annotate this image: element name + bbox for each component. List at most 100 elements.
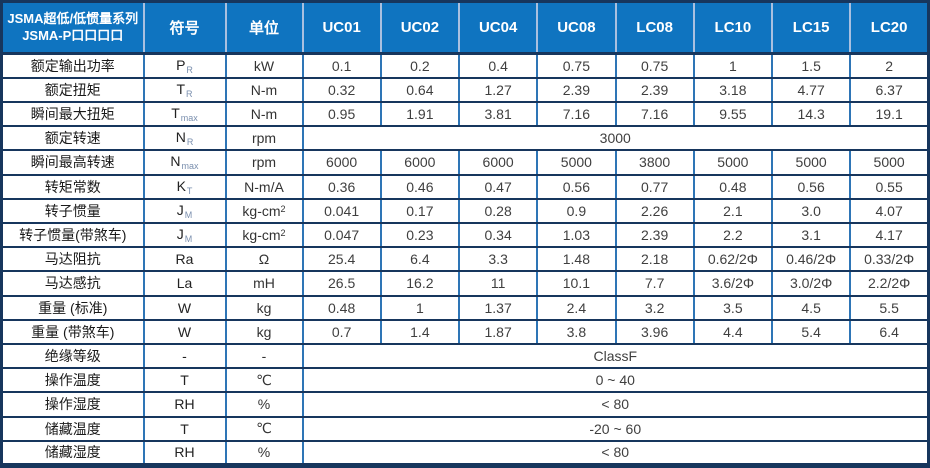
symbol-base: RH xyxy=(174,444,195,461)
row-symbol: RH xyxy=(142,439,227,467)
row-symbol: Ra xyxy=(142,246,227,273)
row-symbol: NR xyxy=(142,125,227,152)
row-label: 重量 (带煞车) xyxy=(0,318,145,345)
cell-lc15: 1.5 xyxy=(770,52,852,79)
merged-value: 3000 xyxy=(301,125,930,152)
cell-lc10: 3.18 xyxy=(692,76,774,103)
series-title-line2: JSMA-P口口口口 xyxy=(22,27,124,43)
row-unit: N-m xyxy=(224,76,304,103)
symbol-base: T xyxy=(180,372,189,389)
row-symbol: La xyxy=(142,270,227,297)
cell-uc01: 0.047 xyxy=(301,221,382,249)
row-unit: kg xyxy=(224,294,304,321)
row-unit: kg xyxy=(224,318,304,345)
unit-superscript: 2 xyxy=(280,203,286,214)
cell-lc15: 4.77 xyxy=(770,76,852,103)
table-row-8: 马达阻抗 Ra Ω 25.4 6.4 3.3 1.48 2.18 0.62/2Φ 0.46/2Φ 0… xyxy=(0,246,930,273)
row-label: 转矩常数 xyxy=(0,173,145,200)
cell-uc02: 0.46 xyxy=(379,173,461,200)
row-symbol: Nmax xyxy=(142,149,227,176)
series-title: JSMA超低/低惯量系列 JSMA-P口口口口 xyxy=(1,1,144,55)
row-symbol: TR xyxy=(142,76,227,103)
cell-uc04: 0.47 xyxy=(457,173,539,200)
symbol-base: T xyxy=(176,80,186,97)
symbol-base: W xyxy=(177,299,192,316)
cell-uc04: 1.37 xyxy=(457,294,539,321)
row-unit: N-m xyxy=(224,100,304,128)
symbol-base: La xyxy=(176,275,193,292)
symbol-subscript: max xyxy=(180,113,198,123)
cell-lc20: 2 xyxy=(849,52,930,79)
row-label: 额定扭矩 xyxy=(0,76,145,103)
cell-uc08: 3.8 xyxy=(536,318,617,345)
column-header-uc02: UC02 xyxy=(379,1,459,55)
symbol-base: RH xyxy=(174,396,195,413)
cell-uc02: 0.64 xyxy=(379,76,461,103)
cell-lc08: 3.96 xyxy=(614,318,695,345)
cell-uc01: 0.48 xyxy=(301,294,382,321)
cell-lc08: 2.18 xyxy=(614,246,695,273)
cell-lc20: 6.4 xyxy=(849,318,930,345)
symbol-subscript: T xyxy=(186,185,193,196)
column-header-lc10: LC10 xyxy=(692,1,772,55)
cell-lc08: 3800 xyxy=(614,149,695,176)
table-row-15: 储藏温度 T ℃ -20 ~ 60 xyxy=(0,415,930,442)
table-row-9: 马达感抗 La mH 26.5 16.2 11 10.1 7.7 3.6/2Φ 3.0/2Φ 2.2… xyxy=(0,270,930,297)
cell-uc01: 25.4 xyxy=(301,246,382,273)
table-row-13: 操作温度 T ℃ 0 ~ 40 xyxy=(0,367,930,394)
spec-table-body: 额定输出功率 PR kW 0.1 0.2 0.4 0.75 0.75 1 1.5 2 额定扭矩 TR N-… xyxy=(0,52,930,467)
symbol-base: - xyxy=(182,348,187,365)
symbol-base: N xyxy=(170,153,181,170)
cell-uc02: 0.17 xyxy=(379,197,461,224)
cell-uc01: 0.36 xyxy=(301,173,382,200)
cell-lc20: 6.37 xyxy=(849,76,930,103)
cell-lc10: 9.55 xyxy=(692,100,774,128)
row-label: 瞬间最高转速 xyxy=(0,149,145,176)
cell-lc08: 2.39 xyxy=(614,221,695,249)
row-label: 操作湿度 xyxy=(0,391,145,418)
cell-uc08: 0.56 xyxy=(536,173,617,200)
row-label: 储藏温度 xyxy=(0,415,145,442)
cell-lc08: 0.77 xyxy=(614,173,695,200)
table-row-4: 瞬间最高转速 Nmax rpm 6000 6000 6000 5000 3800 5000 500… xyxy=(0,149,930,176)
cell-lc15: 3.0 xyxy=(770,197,852,224)
cell-lc15: 0.56 xyxy=(770,173,852,200)
row-label: 转子惯量(带煞车) xyxy=(0,221,145,249)
table-row-5: 转矩常数 KT N-m/A 0.36 0.46 0.47 0.56 0.77 0.48 0.56 0… xyxy=(0,173,930,200)
symbol-subscript: M xyxy=(184,209,193,220)
cell-lc10: 2.2 xyxy=(692,221,774,249)
table-row-14: 操作湿度 RH% < 80 xyxy=(0,391,930,418)
cell-uc04: 3.81 xyxy=(457,100,539,128)
row-unit: - xyxy=(224,342,304,370)
unit-superscript: 2 xyxy=(280,228,286,239)
cell-uc01: 0.95 xyxy=(301,100,382,128)
table-row-12: 绝缘等级 - - ClassF xyxy=(0,342,930,370)
cell-lc15: 5000 xyxy=(770,149,852,176)
row-symbol: W xyxy=(142,294,227,321)
table-row-0: 额定输出功率 PR kW 0.1 0.2 0.4 0.75 0.75 1 1.5 2 xyxy=(0,52,930,79)
symbol-base: J xyxy=(176,201,184,218)
cell-uc01: 6000 xyxy=(301,149,382,176)
symbol-column-header: 符号 xyxy=(142,1,226,55)
row-label: 额定输出功率 xyxy=(0,52,145,79)
cell-lc10: 3.6/2Φ xyxy=(692,270,774,297)
cell-lc20: 0.33/2Φ xyxy=(849,246,930,273)
row-unit: kg-cm2 xyxy=(224,197,304,224)
merged-value: < 80 xyxy=(301,391,930,418)
cell-lc10: 3.5 xyxy=(692,294,774,321)
cell-uc01: 0.1 xyxy=(301,52,382,79)
header-row: JSMA超低/低惯量系列 JSMA-P口口口口 符号 单位 UC01 UC02 UC… xyxy=(1,1,929,55)
column-header-uc04: UC04 xyxy=(457,1,538,55)
cell-lc08: 2.26 xyxy=(614,197,695,224)
cell-lc20: 5000 xyxy=(849,149,930,176)
cell-lc15: 14.3 xyxy=(770,100,852,128)
row-label: 重量 (标准) xyxy=(0,294,145,321)
cell-uc02: 16.2 xyxy=(379,270,461,297)
cell-uc02: 0.23 xyxy=(379,221,461,249)
cell-lc10: 5000 xyxy=(692,149,774,176)
cell-lc10: 0.62/2Φ xyxy=(692,246,774,273)
cell-lc10: 1 xyxy=(692,52,774,79)
unit-column-header: 单位 xyxy=(224,1,303,55)
